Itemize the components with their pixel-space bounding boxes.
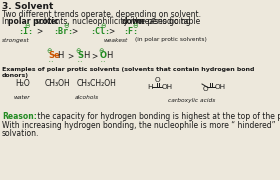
Text: (in polar protic solvents): (in polar protic solvents) <box>135 37 207 42</box>
Text: down: down <box>122 17 145 26</box>
Text: strongest: strongest <box>2 38 30 43</box>
Text: S: S <box>77 51 83 60</box>
Text: ..: .. <box>100 58 107 64</box>
Text: Examples of polar protic solvents (solvents that contain hydrogen bond donors): Examples of polar protic solvents (solve… <box>2 67 254 78</box>
Text: ..: .. <box>48 58 55 64</box>
Text: water: water <box>14 95 31 100</box>
Text: In: In <box>2 17 11 26</box>
Text: :Cl:: :Cl: <box>90 26 110 35</box>
Text: H₂O: H₂O <box>15 79 30 88</box>
Text: Two different trends operate, depending on solvent.: Two different trends operate, depending … <box>2 10 201 19</box>
Text: carboxylic acids: carboxylic acids <box>168 98 215 103</box>
Text: CH₃CH₂OH: CH₃CH₂OH <box>77 79 117 88</box>
Text: >: > <box>108 26 114 35</box>
Text: H: H <box>106 51 112 60</box>
Text: O: O <box>155 77 161 83</box>
Text: Reason:: Reason: <box>2 112 37 121</box>
Text: :Br:: :Br: <box>53 26 73 35</box>
Text: ⊖: ⊖ <box>46 48 52 54</box>
Text: 3. Solvent: 3. Solvent <box>2 2 53 11</box>
Text: ⊖: ⊖ <box>24 23 29 29</box>
Text: >: > <box>71 26 77 35</box>
Text: O: O <box>203 86 209 92</box>
Text: H: H <box>83 51 89 60</box>
Text: >: > <box>91 51 97 60</box>
Text: alcohols: alcohols <box>75 95 99 100</box>
Text: Se: Se <box>48 51 60 60</box>
Text: ⊖: ⊖ <box>98 48 104 54</box>
Text: :F:: :F: <box>123 26 138 35</box>
Text: weakest: weakest <box>104 38 128 43</box>
Text: solvation.: solvation. <box>2 129 39 138</box>
Text: ⊖: ⊖ <box>100 23 106 29</box>
Text: >: > <box>36 26 42 35</box>
Text: H: H <box>57 51 63 60</box>
Text: solvents, nucleophilicity increases going: solvents, nucleophilicity increases goin… <box>33 17 193 26</box>
Text: CH₃OH: CH₃OH <box>45 79 71 88</box>
Text: ⊖: ⊖ <box>132 23 137 29</box>
Text: H: H <box>147 84 153 90</box>
Text: ⊖: ⊖ <box>75 48 81 54</box>
Text: OH: OH <box>215 84 226 90</box>
Text: With increasing hydrogen bonding, the nucleophile is more “ hindered”  - through: With increasing hydrogen bonding, the nu… <box>2 120 280 129</box>
Text: >: > <box>67 51 73 60</box>
Text: polar protic: polar protic <box>8 17 59 26</box>
Text: ..: .. <box>77 58 84 64</box>
Text: the periodic table: the periodic table <box>130 17 200 26</box>
Text: :I:: :I: <box>18 26 33 35</box>
Text: O: O <box>100 51 107 60</box>
Text: ⊖: ⊖ <box>63 23 69 29</box>
Text: the capacity for hydrogen bonding is highest at the top of the periodic table.: the capacity for hydrogen bonding is hig… <box>35 112 280 121</box>
Text: OH: OH <box>162 84 173 90</box>
